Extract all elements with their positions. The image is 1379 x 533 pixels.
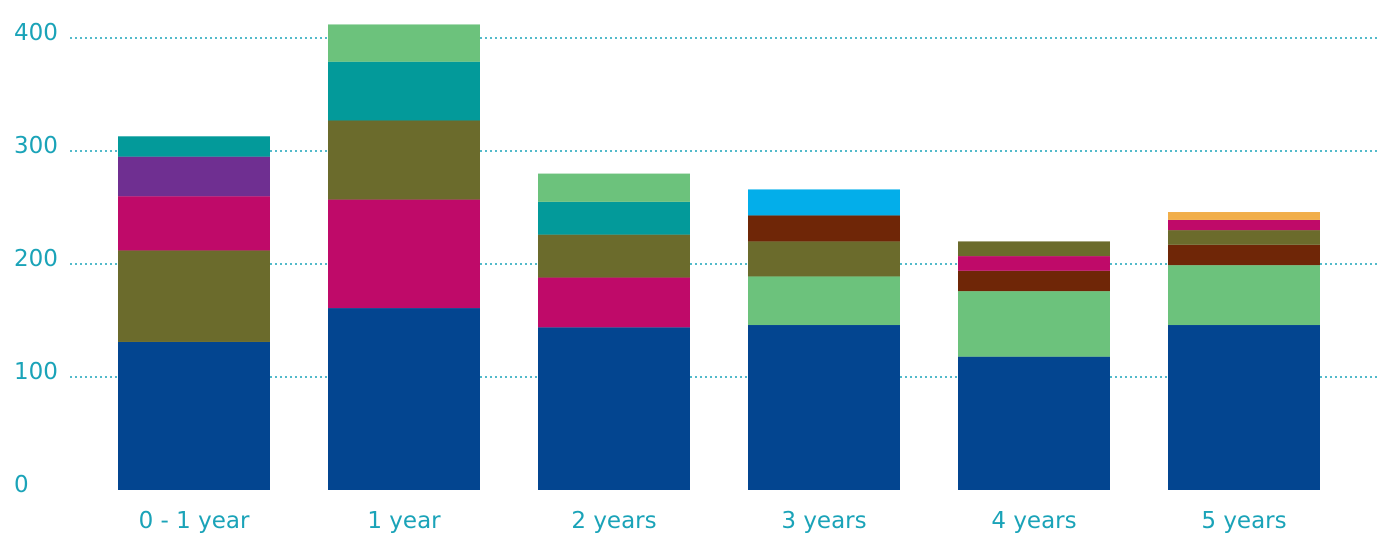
bar-segment-4-3: [958, 256, 1110, 271]
bar-segment-4-1: [958, 291, 1110, 357]
y-tick-label-4: 400: [14, 20, 58, 46]
x-category-label-1: 1 year: [367, 508, 441, 533]
bar-segment-3-3: [748, 215, 900, 242]
bar-segment-0-4: [118, 136, 270, 157]
bar-segment-3-4: [748, 189, 900, 216]
x-axis-category-labels: 0 - 1 year 1 year 2 years 3 years 4 years 5 y…: [139, 508, 1287, 533]
bar-stack-0: [118, 136, 270, 490]
bar-stack-1: [328, 24, 480, 490]
bar-segment-0-2: [118, 196, 270, 251]
bar-segment-4-4: [958, 241, 1110, 257]
gridlines: [70, 37, 1379, 378]
y-tick-label-1: 100: [14, 359, 58, 385]
bar-segment-2-3: [538, 201, 690, 235]
bar-segment-4-0: [958, 356, 1110, 490]
bar-segment-0-1: [118, 250, 270, 342]
bar-segment-1-3: [328, 61, 480, 121]
bar-segment-5-3: [1168, 230, 1320, 245]
bar-segment-5-1: [1168, 265, 1320, 326]
bar-segment-1-4: [328, 24, 480, 62]
y-axis-tick-labels: 0 100 200 300 400: [14, 20, 58, 498]
bar-segment-5-2: [1168, 244, 1320, 266]
x-category-label-0: 0 - 1 year: [139, 508, 250, 533]
bar-segment-1-1: [328, 199, 480, 309]
bar-segment-3-2: [748, 241, 900, 277]
bar-stack-5: [1168, 212, 1320, 490]
bar-segment-1-0: [328, 308, 480, 490]
bar-segment-0-3: [118, 156, 270, 197]
bar-segment-2-1: [538, 277, 690, 328]
bar-segment-2-0: [538, 327, 690, 490]
bars: [118, 24, 1320, 490]
x-category-label-3: 3 years: [781, 508, 866, 533]
y-tick-label-3: 300: [14, 133, 58, 159]
bar-segment-3-1: [748, 276, 900, 326]
bar-segment-5-4: [1168, 219, 1320, 231]
y-tick-label-0: 0: [14, 472, 29, 498]
bar-segment-2-2: [538, 234, 690, 278]
bar-segment-5-5: [1168, 212, 1320, 220]
y-tick-label-2: 200: [14, 246, 58, 272]
bar-segment-1-2: [328, 120, 480, 200]
x-category-label-2: 2 years: [571, 508, 656, 533]
bar-segment-4-2: [958, 270, 1110, 292]
bar-stack-2: [538, 173, 690, 490]
bar-segment-0-0: [118, 341, 270, 490]
bar-stack-4: [958, 241, 1110, 490]
bar-segment-3-0: [748, 325, 900, 490]
x-category-label-5: 5 years: [1201, 508, 1286, 533]
bar-stack-3: [748, 189, 900, 490]
x-category-label-4: 4 years: [991, 508, 1076, 533]
bar-segment-5-0: [1168, 325, 1320, 490]
bar-segment-2-4: [538, 173, 690, 202]
